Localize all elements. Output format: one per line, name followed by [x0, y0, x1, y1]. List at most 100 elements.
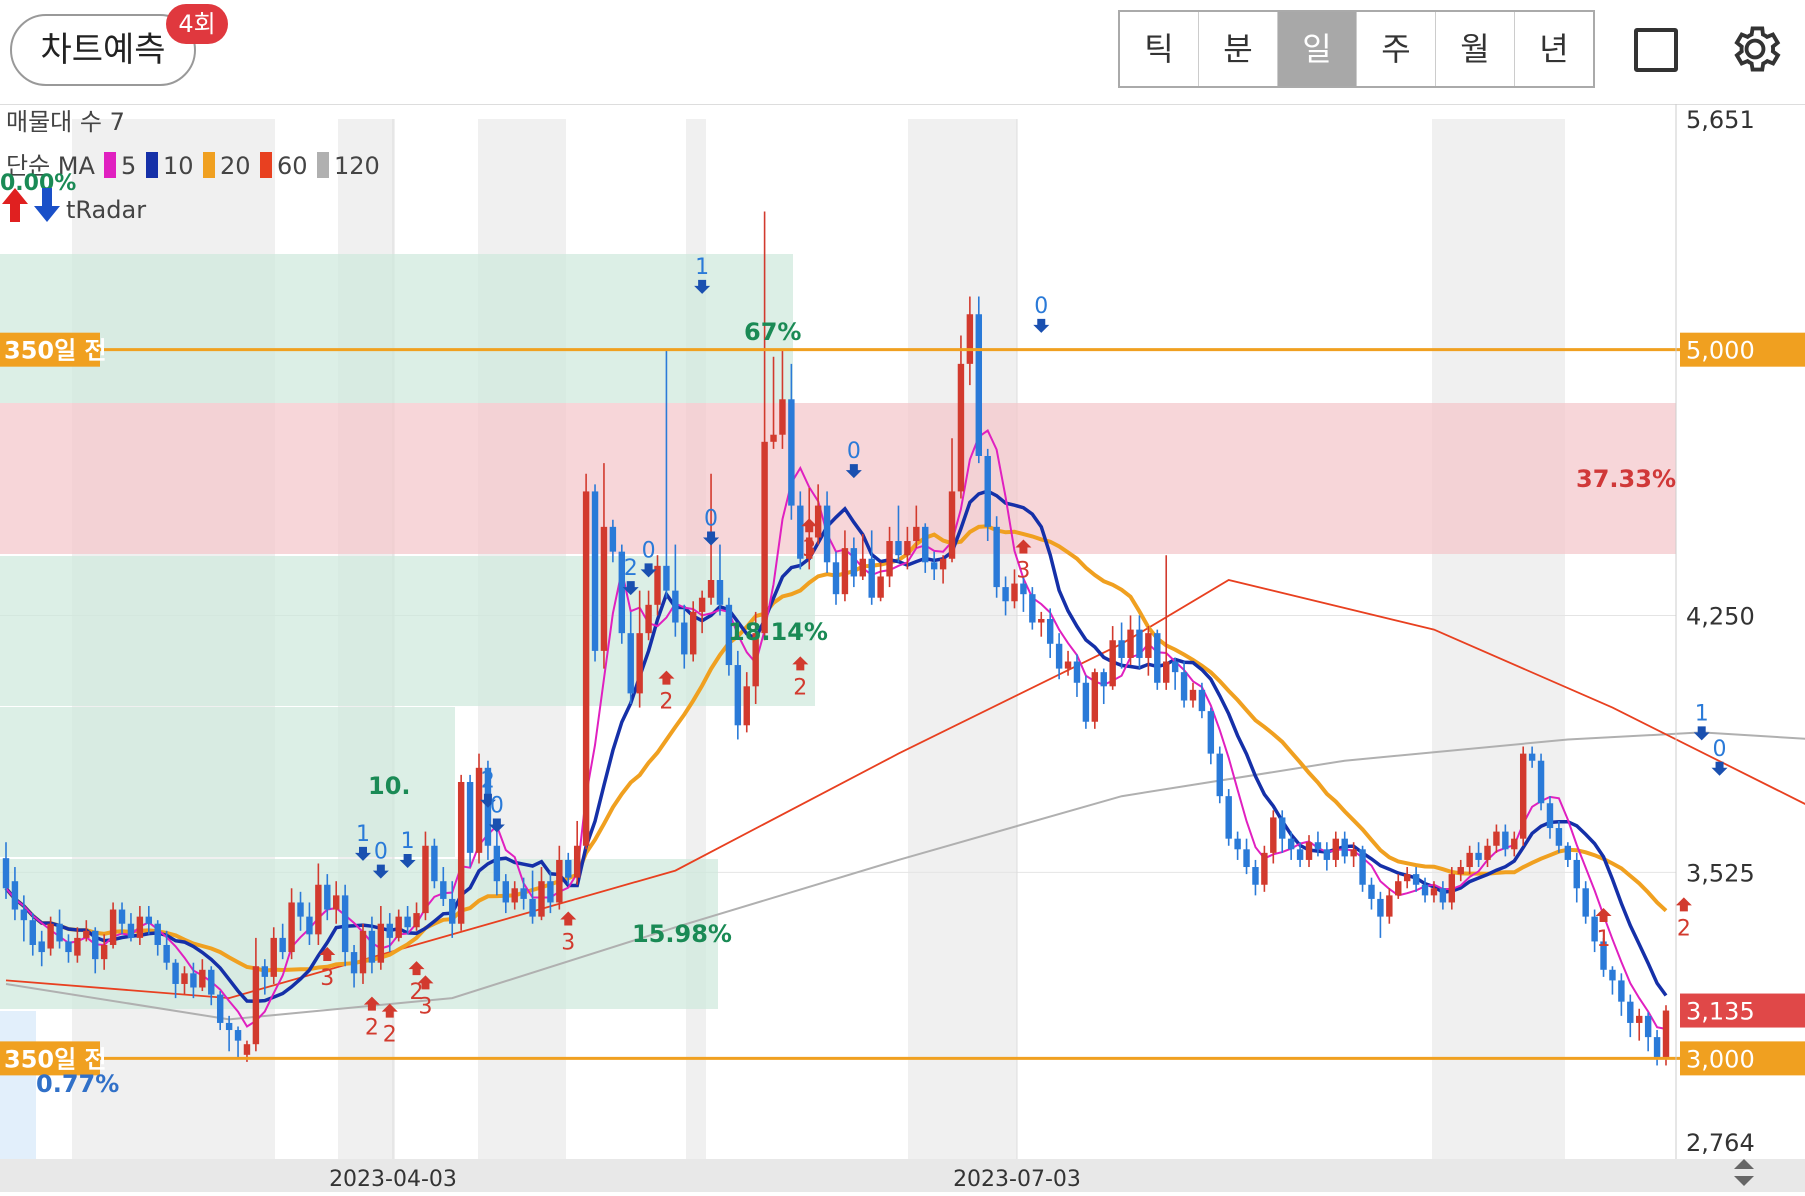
volume-zone	[0, 403, 1676, 554]
candle-body	[333, 895, 340, 910]
x-axis-band	[0, 1159, 1805, 1192]
candle-body	[922, 526, 929, 563]
candle-body	[1377, 898, 1384, 917]
ma-legend-period: 5	[121, 152, 136, 180]
candle-body	[1029, 594, 1036, 623]
reference-label-bg	[0, 332, 100, 367]
candle-body	[1359, 849, 1366, 885]
up-arrow-icon	[658, 670, 675, 685]
signal-label: 2	[410, 980, 424, 1005]
candle-body	[457, 781, 465, 924]
chart-area[interactable]: 350일 전 5,000 350일 전 3,000 37.33% 67% 18.14% 10.…	[0, 104, 1805, 1192]
candle-body	[395, 916, 402, 938]
gear-icon[interactable]	[1726, 20, 1784, 78]
up-arrow-icon	[363, 996, 380, 1011]
ma120-line	[5, 731, 1805, 1021]
candle-body	[1279, 817, 1286, 839]
candle-body	[556, 859, 563, 903]
candle-body	[770, 434, 777, 442]
signal-label: 2	[1677, 916, 1691, 941]
candle-body	[582, 491, 590, 846]
candle-body	[1145, 633, 1152, 658]
up-arrow-icon	[792, 656, 809, 671]
candle-body	[1287, 838, 1295, 850]
candle-body	[83, 930, 90, 938]
candle-body	[877, 576, 884, 598]
candle-body	[538, 881, 545, 917]
tab-tick[interactable]: 틱	[1120, 12, 1199, 86]
radar-percent: 0.00%	[0, 171, 76, 196]
candle-body	[1332, 838, 1339, 860]
up-arrow-icon	[417, 975, 434, 990]
ma-legend-swatch	[146, 152, 158, 178]
candle-body	[707, 580, 715, 598]
candle-body	[895, 541, 902, 556]
signal-label: 2	[659, 690, 673, 715]
candle-body	[1305, 842, 1313, 860]
candle-body	[440, 881, 447, 899]
tab-month[interactable]: 월	[1436, 12, 1515, 86]
toolbar: 차트예측 4회 틱 분 일 주 월 년	[0, 0, 1805, 105]
candle-body	[1296, 849, 1304, 860]
candle-body	[1091, 672, 1099, 722]
candle-body	[1573, 859, 1580, 889]
candle-body	[136, 916, 144, 938]
candle-body	[154, 923, 161, 945]
candle-body	[190, 973, 197, 988]
down-arrow-icon	[354, 846, 371, 861]
square-icon[interactable]	[1634, 28, 1678, 72]
candle-body	[1189, 689, 1197, 701]
candle-body	[1180, 672, 1188, 701]
candle-body	[1636, 1015, 1643, 1023]
up-arrow-icon	[1015, 539, 1032, 554]
volume-zone	[0, 254, 793, 403]
ma-legend-swatch	[260, 152, 272, 178]
candle-body	[1421, 884, 1429, 896]
candle-body	[1323, 849, 1331, 860]
signal-label: 2	[383, 1023, 397, 1048]
candle-body	[1653, 1037, 1661, 1059]
volume-zone	[0, 707, 455, 857]
down-arrow-icon	[694, 279, 711, 294]
candle-body	[1261, 852, 1268, 885]
candle-body	[609, 526, 617, 552]
candle-body	[118, 909, 126, 924]
candle-body	[1502, 831, 1509, 850]
candle-body	[404, 916, 411, 928]
candle-body	[993, 526, 1000, 588]
bg-stripe	[908, 119, 1017, 1159]
candle-body	[1644, 1015, 1652, 1038]
zone-percent-label: 37.33%	[1576, 465, 1676, 493]
candle-body	[1412, 874, 1420, 885]
candle-body	[1136, 629, 1143, 658]
candle-body	[672, 590, 679, 623]
tab-minute[interactable]: 분	[1199, 12, 1278, 86]
signal-label: 0	[704, 506, 718, 531]
candle-body	[1537, 760, 1545, 804]
candle-body	[547, 881, 554, 903]
current-price-bg	[1680, 993, 1805, 1028]
candle-body	[1198, 689, 1206, 712]
down-arrow-icon	[703, 531, 720, 546]
chart-predict-button[interactable]: 차트예측	[10, 14, 196, 86]
bg-stripe	[1432, 119, 1565, 1159]
candle-body	[234, 1030, 242, 1041]
candle-body	[939, 558, 947, 570]
candle-body	[698, 597, 706, 612]
y-tick-label: 4,250	[1686, 602, 1755, 630]
tab-year[interactable]: 년	[1539, 30, 1569, 68]
tab-week[interactable]: 주	[1357, 12, 1436, 86]
candle-body	[868, 558, 875, 598]
candle-body	[1368, 884, 1375, 899]
candle-body	[1020, 583, 1027, 595]
radar-down-arrow-icon	[34, 188, 60, 222]
candle-body	[1252, 867, 1259, 885]
candle-body	[1100, 672, 1107, 687]
candle-body	[627, 633, 634, 694]
candle-body	[1109, 640, 1116, 687]
up-arrow-icon	[1595, 908, 1612, 923]
tab-day[interactable]: 일	[1278, 12, 1357, 86]
candle-body	[948, 491, 956, 559]
candle-body	[413, 913, 420, 928]
